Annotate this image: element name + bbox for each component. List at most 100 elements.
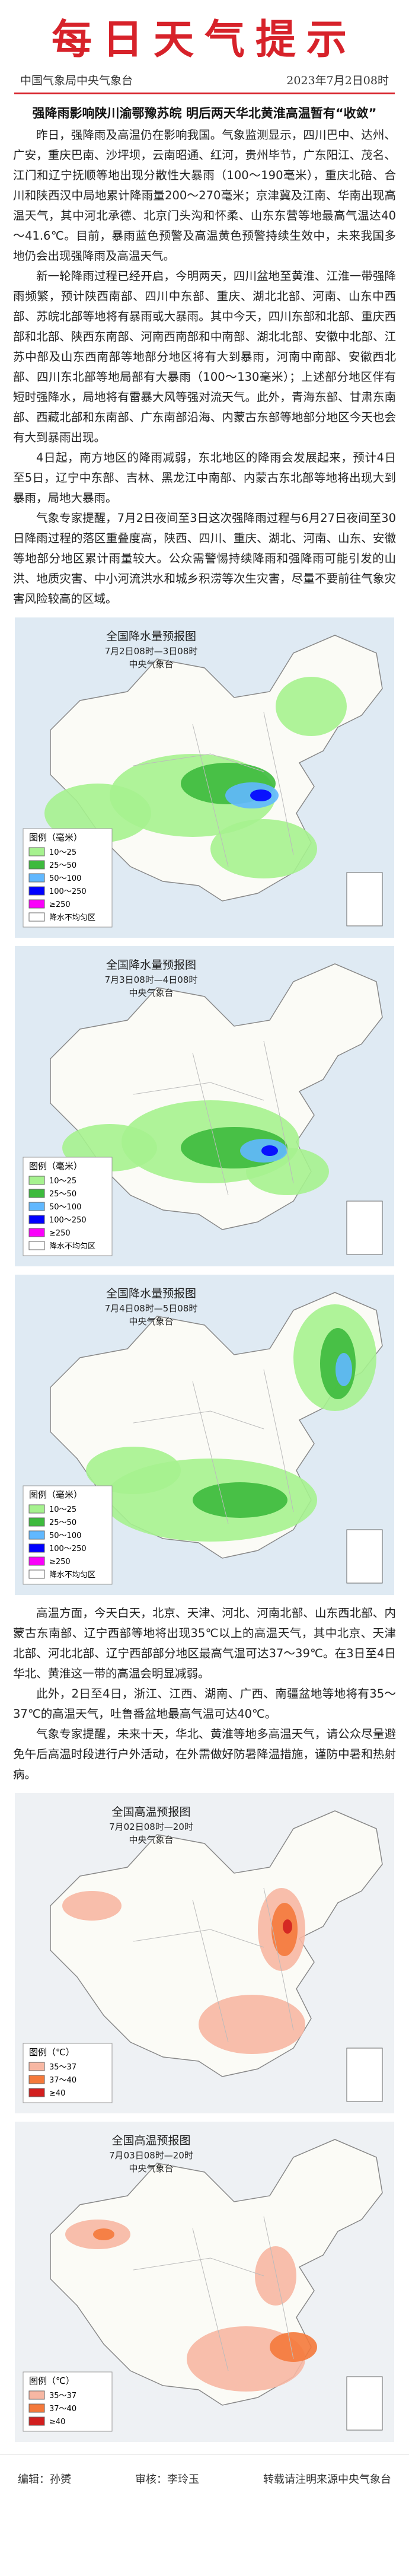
- legend-label: 37～40: [49, 2076, 76, 2085]
- headline: 强降雨影响陕川渝鄂豫苏皖 明后两天华北黄淮高温暂有“收敛”: [32, 106, 377, 120]
- province-lines: [133, 2216, 294, 2371]
- legend-swatch: [28, 1241, 45, 1250]
- paragraph: 高温方面，今天白天，北京、天津、河北、河南北部、山东西北部、内蒙古东南部、辽宁西…: [13, 1606, 396, 1680]
- legend-label: 10～25: [49, 1505, 76, 1514]
- legend-swatch: [28, 2390, 45, 2400]
- page: 每日天气提示 中国气象局中央气象台 2023年7月2日08时 强降雨影响陕川渝鄂…: [0, 0, 409, 2496]
- legend-label: ≥250: [49, 1229, 71, 1238]
- forecast-area: [210, 819, 317, 878]
- legend-label: 10～25: [49, 1177, 76, 1186]
- legend-swatch: [28, 1228, 45, 1237]
- legend-title: 图例（℃）: [29, 2376, 75, 2386]
- legend-title: 图例（毫米）: [29, 832, 82, 843]
- legend-label: 37～40: [49, 2405, 76, 2413]
- paragraph: 4日起，南方地区的降雨减弱，东北地区的降雨会发展起来，预计4日至5日，辽宁中东部…: [13, 451, 396, 505]
- editor: 编辑：孙赟: [18, 2473, 71, 2486]
- province-lines: [133, 712, 294, 867]
- map-time: 7月2日08时—3日08时: [105, 646, 198, 657]
- legend-swatch: [28, 1189, 45, 1198]
- map-time: 7月3日08时—4日08时: [105, 975, 198, 985]
- paragraph: 新一轮降雨过程已经开启，今明两天，四川盆地至黄淮、江淮一带强降雨频繁，预计陕西南…: [13, 269, 396, 444]
- province-lines: [133, 1369, 294, 1524]
- legend-label: 降水不均匀区: [49, 1571, 95, 1580]
- forecast-area: [270, 2332, 317, 2362]
- forecast-area: [193, 1482, 287, 1518]
- province-lines: [133, 1040, 294, 1196]
- map-issuer: 中央气象台: [129, 659, 173, 670]
- legend-label: 降水不均匀区: [49, 913, 95, 922]
- map-title: 全国高温预报图: [111, 1806, 190, 1819]
- legend-label: ≥250: [49, 1558, 71, 1566]
- legend-swatch: [28, 886, 45, 896]
- paragraph: 气象专家提醒，未来十天，华北、黄淮等地多高温天气，请公众尽量避免午后高温时段进行…: [13, 1727, 396, 1781]
- legend-swatch: [28, 2088, 45, 2097]
- date: 2023年7月2日08时: [286, 74, 389, 87]
- section: 全国降水量预报图 7月2日08时—3日08时 中央气象台 图例（毫米） 10～25 25～…: [0, 617, 409, 1595]
- legend-label: 100～250: [49, 887, 87, 896]
- legend-title: 图例（毫米）: [29, 1161, 82, 1171]
- legend-swatch: [28, 1202, 45, 1211]
- forecast-area: [199, 1995, 305, 2054]
- forecast-area: [62, 1891, 122, 1921]
- legend-swatch: [28, 860, 45, 870]
- legend-swatch: [28, 2416, 45, 2426]
- forecast-area: [93, 2228, 114, 2240]
- province-lines: [133, 1887, 294, 2043]
- legend-swatch: [28, 873, 45, 883]
- title: 每日天气提示: [51, 16, 357, 63]
- legend-swatch: [28, 2075, 45, 2084]
- legend-swatch: [28, 2062, 45, 2071]
- map-time: 7月4日08时—5日08时: [105, 1303, 198, 1314]
- legend-label: 25～50: [49, 1518, 76, 1527]
- legend-label: 25～50: [49, 861, 76, 870]
- legend-swatch: [28, 1504, 45, 1514]
- legend-label: 降水不均匀区: [49, 1242, 95, 1251]
- legend-label: ≥250: [49, 900, 71, 909]
- forecast-area: [276, 677, 347, 736]
- subheader: 中国气象局中央气象台 2023年7月2日08时: [14, 68, 395, 94]
- legend-label: 50～100: [49, 1203, 81, 1212]
- legend-label: 35～37: [49, 2063, 76, 2072]
- legend-label: 100～250: [49, 1216, 87, 1225]
- section: 昨日，强降雨及高温仍在影响我国。气象监测显示，四川巴中、达州、广安，重庆巴南、沙…: [0, 125, 409, 609]
- legend-label: 50～100: [49, 1531, 81, 1540]
- country-outline: [50, 1810, 383, 2077]
- legend-swatch: [28, 1215, 45, 1224]
- legend-label: 35～37: [49, 2392, 76, 2400]
- header: 每日天气提示 中国气象局中央气象台 2023年7月2日08时: [0, 0, 409, 94]
- reviewer: 审核：李玲玉: [135, 2473, 199, 2486]
- legend-label: 10～25: [49, 848, 76, 857]
- map-title: 全国高温预报图: [111, 2134, 190, 2147]
- forecast-area: [261, 1145, 278, 1156]
- legend-swatch: [28, 847, 45, 856]
- forecast-area: [335, 1353, 352, 1386]
- legend-label: 50～100: [49, 874, 81, 883]
- paragraph: 此外，2日至4日，浙江、江西、湖南、广西、南疆盆地等地将有35～37℃的高温天气…: [13, 1687, 396, 1721]
- org: 中国气象局中央气象台: [20, 74, 133, 87]
- map-title: 全国降水量预报图: [106, 959, 196, 972]
- legend-swatch: [28, 1569, 45, 1579]
- forecast-area: [86, 1447, 181, 1494]
- map-issuer: 中央气象台: [129, 988, 173, 998]
- legend-title: 图例（毫米）: [29, 1489, 82, 1500]
- legend-swatch: [28, 1176, 45, 1185]
- inset: [346, 1201, 383, 1255]
- map-title: 全国降水量预报图: [106, 1287, 196, 1300]
- legend-swatch: [28, 1517, 45, 1527]
- inset: [346, 2376, 383, 2431]
- map-time: 7月02日08时—20时: [109, 1822, 193, 1832]
- map-time: 7月03日08时—20时: [109, 2150, 193, 2161]
- map-issuer: 中央气象台: [129, 2163, 173, 2174]
- footer: 编辑：孙赟 审核：李玲玉 转载请注明来源中央气象台: [0, 2454, 409, 2496]
- section: 高温方面，今天白天，北京、天津、河北、河南北部、山东西北部、内蒙古东南部、辽宁西…: [0, 1603, 409, 1785]
- inset: [346, 1529, 383, 1584]
- legend-swatch: [28, 1556, 45, 1566]
- forecast-area: [250, 789, 271, 801]
- forecast-area: [283, 1919, 292, 1934]
- map-issuer: 中央气象台: [129, 1316, 173, 1327]
